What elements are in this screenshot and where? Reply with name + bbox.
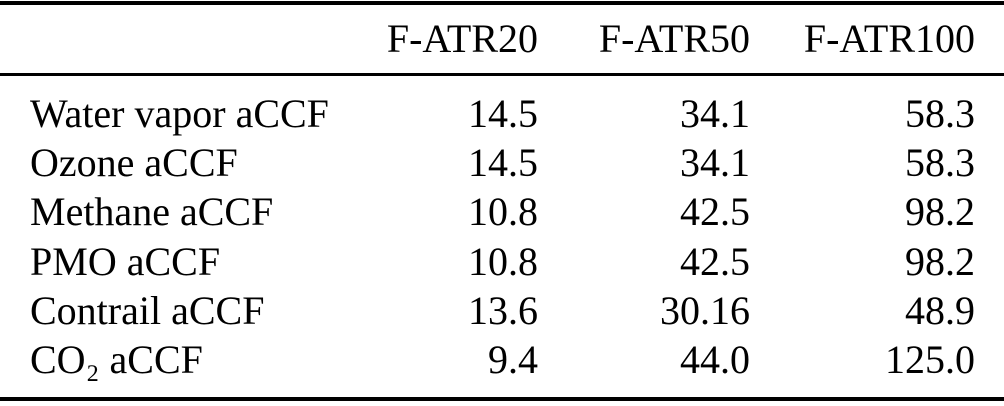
value-f-atr20: 10.8 [468,238,538,284]
table-top-rule [0,1,1004,5]
value-f-atr50: 34.1 [680,140,750,186]
value-f-atr20: 10.8 [468,189,538,235]
table-row-contrail: Contrail aCCF 13.6 30.16 48.9 [0,286,1004,335]
row-label: Contrail aCCF [30,287,265,333]
table-bottom-rule [0,397,1004,401]
row-label: Methane aCCF [30,189,274,235]
value-f-atr100: 48.9 [905,287,975,333]
table-row-ozone: Ozone aCCF 14.5 34.1 58.3 [0,139,1004,188]
value-f-atr20: 9.4 [488,336,538,382]
table-row-pmo: PMO aCCF 10.8 42.5 98.2 [0,237,1004,286]
value-f-atr100: 125.0 [885,336,975,382]
table-header-row: F-ATR20 F-ATR50 F-ATR100 [0,5,1004,73]
row-label: Ozone aCCF [30,140,238,186]
table-row-co2: CO₂ aCCF 9.4 44.0 125.0 [0,335,1004,384]
value-f-atr20: 14.5 [468,91,538,137]
value-f-atr20: 13.6 [468,287,538,333]
row-label: CO₂ aCCF [30,336,203,382]
table-row-methane: Methane aCCF 10.8 42.5 98.2 [0,188,1004,237]
value-f-atr50: 44.0 [680,336,750,382]
table-row-water-vapor: Water vapor aCCF 14.5 34.1 58.3 [0,89,1004,138]
value-f-atr50: 30.16 [660,287,750,333]
column-header-f-atr50: F-ATR50 [598,16,750,61]
value-f-atr100: 98.2 [905,189,975,235]
row-label: Water vapor aCCF [30,91,329,137]
value-f-atr50: 42.5 [680,189,750,235]
value-f-atr50: 42.5 [680,238,750,284]
value-f-atr50: 34.1 [680,91,750,137]
value-f-atr100: 58.3 [905,91,975,137]
table-body: Water vapor aCCF 14.5 34.1 58.3 Ozone aC… [0,77,1004,397]
value-f-atr20: 14.5 [468,140,538,186]
column-header-f-atr100: F-ATR100 [803,16,975,61]
row-label: PMO aCCF [30,238,221,284]
table-header-rule [0,73,1004,76]
column-header-f-atr20: F-ATR20 [386,16,538,61]
value-f-atr100: 98.2 [905,238,975,284]
value-f-atr100: 58.3 [905,140,975,186]
